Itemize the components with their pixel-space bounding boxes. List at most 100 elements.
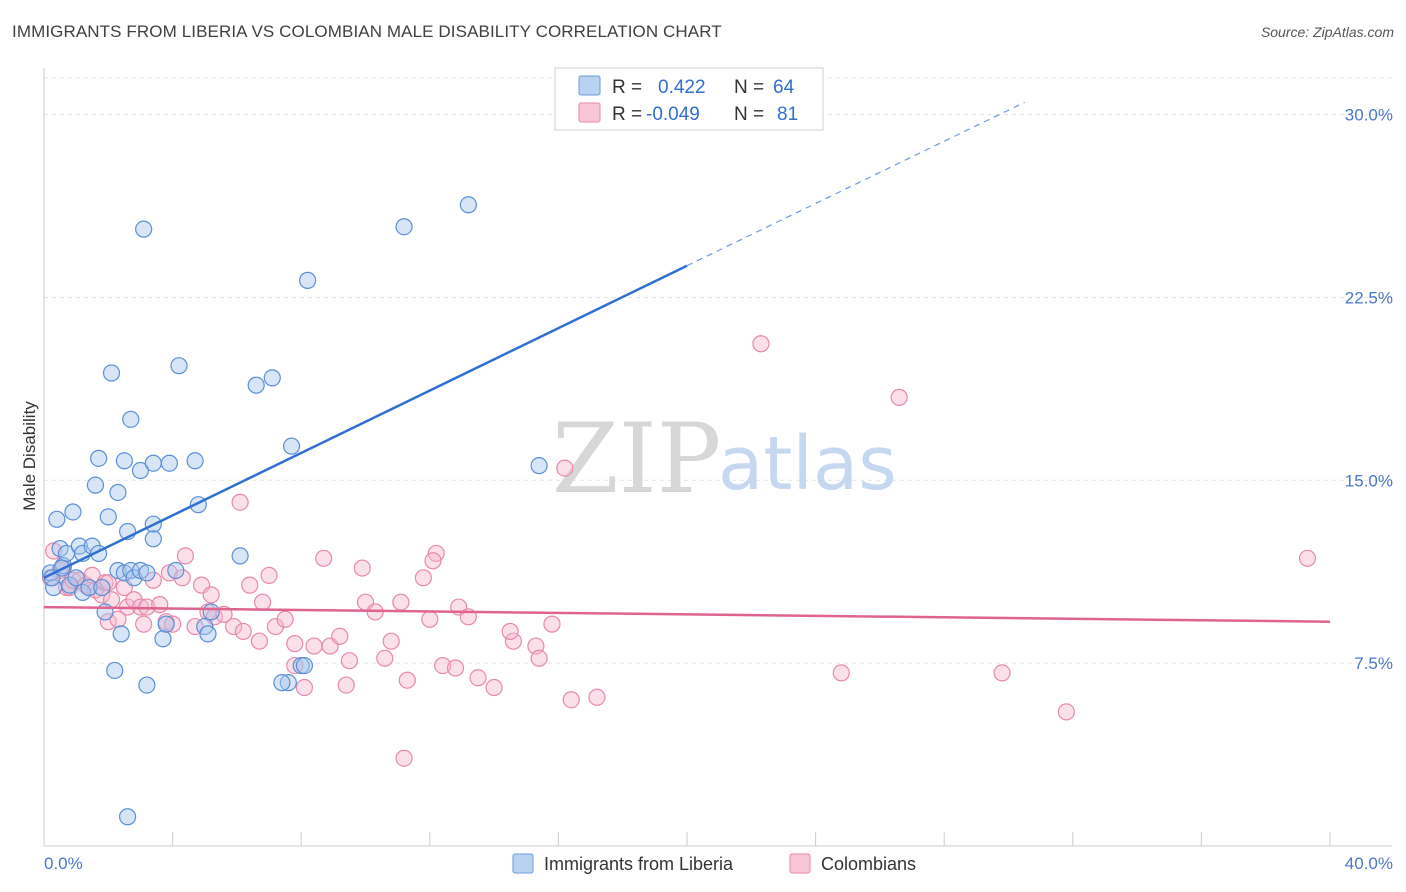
colombian-point: [1057, 703, 1075, 721]
colombian-point: [504, 632, 522, 650]
x-tick-label-max: 40.0%: [1345, 854, 1393, 873]
liberia-point: [135, 220, 153, 238]
colombian-point: [250, 632, 269, 650]
liberia-point: [186, 452, 204, 470]
colombian-point: [337, 676, 355, 694]
watermark-atlas: atlas: [718, 421, 897, 507]
grid-lines: [44, 77, 1392, 664]
colombian-point: [588, 688, 606, 706]
colombian-point: [993, 664, 1011, 682]
series-legend: Immigrants from Liberia Colombians: [512, 853, 916, 874]
colombian-point: [234, 622, 252, 641]
liberia-trend-extension: [686, 101, 1025, 267]
colombian-point: [382, 632, 400, 650]
liberia-point: [282, 437, 301, 455]
liberia-point: [231, 547, 249, 565]
colombian-point: [286, 635, 304, 653]
legend-n-value-1: 64: [773, 77, 795, 98]
colombian-point: [340, 652, 359, 670]
colombian-point: [231, 493, 249, 511]
x-tick-label-min: 0.0%: [44, 854, 83, 873]
colombian-point: [109, 610, 127, 628]
colombian-point: [1298, 549, 1317, 567]
liberia-point: [131, 461, 150, 480]
liberia-point: [122, 410, 140, 428]
colombian-trend-line: [43, 605, 1331, 623]
colombian-point: [135, 615, 153, 633]
colombian-point: [305, 637, 323, 655]
liberia-point: [109, 483, 127, 502]
liberia-point: [96, 603, 114, 621]
legend-n-value-2: 81: [777, 104, 798, 125]
colombian-point: [176, 547, 195, 565]
colombian-point: [315, 549, 333, 567]
liberia-point: [279, 674, 297, 692]
colombian-point: [434, 656, 452, 675]
liberia-point: [170, 357, 188, 375]
liberia-point: [273, 674, 291, 692]
colombian-point: [530, 649, 548, 667]
y-tick-label: 7.5%: [1354, 654, 1393, 673]
y-tick-labels: 7.5% 15.0% 22.5% 30.0%: [1345, 106, 1393, 674]
colombian-point: [295, 678, 314, 697]
liberia-point: [64, 503, 82, 521]
liberia-point: [160, 454, 178, 472]
colombian-point: [556, 459, 574, 477]
trend-lines: [43, 101, 1331, 623]
liberia-point: [167, 561, 185, 580]
legend-swatch-liberia: [578, 75, 601, 96]
liberia-point: [144, 530, 162, 548]
colombian-point: [398, 671, 416, 689]
liberia-point: [106, 661, 124, 680]
legend-n-label-1: N =: [734, 77, 764, 98]
chart-title: IMMIGRANTS FROM LIBERIA VS COLOMBIAN MAL…: [12, 22, 722, 41]
colombian-point: [260, 566, 278, 584]
liberia-point: [67, 569, 85, 587]
legend-r-label-2: R =: [612, 104, 642, 125]
liberia-point: [86, 476, 105, 494]
colombian-point: [276, 610, 294, 628]
liberia-point: [199, 625, 217, 643]
colombian-point: [186, 617, 204, 636]
series-immigrants-from-liberia: [41, 196, 548, 826]
liberia-point: [118, 808, 137, 826]
liberia-point: [99, 508, 117, 526]
colombian-point: [286, 656, 304, 675]
legend-swatch-colombians: [578, 102, 601, 123]
bottom-legend-label-colombians: Colombians: [821, 854, 916, 874]
liberia-point: [115, 452, 133, 470]
colombian-point: [446, 659, 465, 677]
colombian-point: [543, 615, 561, 633]
legend-r-label-1: R =: [612, 77, 642, 98]
watermark-zip: ZIP: [552, 403, 721, 515]
colombian-point: [225, 617, 243, 636]
y-tick-label: 30.0%: [1345, 106, 1393, 125]
colombian-point: [64, 571, 82, 589]
colombian-point: [241, 576, 259, 594]
liberia-point: [138, 564, 156, 582]
colombian-point: [376, 649, 394, 667]
bottom-legend-swatch-liberia: [512, 853, 534, 874]
source-credit: Source: ZipAtlas.com: [1260, 24, 1394, 40]
liberia-point: [112, 625, 130, 643]
liberia-point: [202, 603, 220, 621]
y-tick-label: 15.0%: [1345, 471, 1393, 490]
colombian-point: [392, 593, 410, 611]
series-colombians: [41, 335, 1317, 767]
legend-r-value-1: 0.422: [658, 77, 706, 98]
legend-r-value-2: -0.049: [646, 104, 700, 125]
y-axis-label: Male Disability: [20, 401, 39, 511]
bottom-legend-label-liberia: Immigrants from Liberia: [544, 854, 734, 874]
bottom-legend-swatch-colombians: [789, 853, 811, 874]
y-tick-label: 22.5%: [1345, 288, 1393, 307]
liberia-point: [395, 218, 413, 236]
liberia-point: [295, 656, 314, 675]
liberia-trend-line: [43, 264, 688, 579]
watermark: ZIP atlas: [552, 403, 897, 515]
colombian-point: [151, 596, 169, 614]
colombian-point: [501, 622, 519, 641]
liberia-point: [144, 454, 162, 472]
colombian-point: [421, 610, 439, 628]
colombian-point: [890, 388, 908, 406]
colombian-point: [752, 335, 770, 353]
